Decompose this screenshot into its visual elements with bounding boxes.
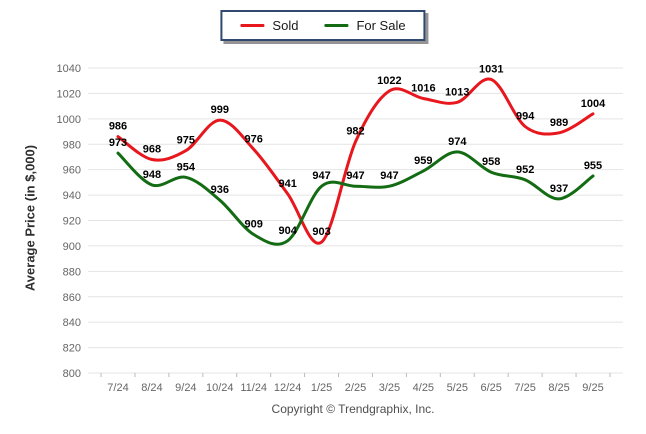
data-label: 958: [482, 156, 500, 168]
x-tick-label: 4/25: [413, 382, 434, 394]
x-tick-label: 8/25: [548, 382, 569, 394]
y-tick-label: 980: [63, 139, 81, 151]
x-tick-label: 9/24: [175, 382, 196, 394]
data-label: 974: [448, 136, 467, 148]
data-label: 982: [346, 126, 364, 138]
copyright-text: Copyright © Trendgraphix, Inc.: [271, 402, 435, 416]
y-axis-title: Average Price (in $,000): [22, 144, 38, 292]
data-label: 976: [245, 133, 263, 145]
x-tick-label: 10/24: [206, 382, 234, 394]
data-label: 947: [346, 170, 364, 182]
y-tick-label: 860: [63, 292, 81, 304]
x-tick-label: 9/25: [582, 382, 603, 394]
y-tick-label: 880: [63, 266, 81, 278]
legend-item-for-sale: For Sale: [324, 18, 406, 33]
data-label: 903: [312, 226, 330, 238]
data-label: 968: [143, 144, 161, 156]
sold-line-swatch-icon: [240, 24, 265, 27]
data-label: 947: [312, 170, 330, 182]
y-tick-label: 820: [63, 343, 81, 355]
y-tick-label: 920: [63, 216, 81, 228]
data-label: 954: [177, 161, 196, 173]
legend: Sold For Sale: [220, 10, 426, 41]
x-tick-label: 1/25: [311, 382, 332, 394]
legend-label-sold: Sold: [272, 18, 299, 33]
y-tick-label: 960: [63, 165, 81, 177]
data-label: 1004: [581, 98, 606, 110]
x-tick-label: 2/25: [345, 382, 366, 394]
x-tick-label: 3/25: [379, 382, 400, 394]
data-label: 937: [550, 183, 568, 195]
legend-label-for-sale: For Sale: [356, 18, 406, 33]
data-label: 1016: [411, 83, 435, 95]
x-tick-label: 8/24: [141, 382, 162, 394]
data-label: 973: [109, 137, 127, 149]
data-label: 947: [380, 170, 398, 182]
x-tick-label: 12/24: [274, 382, 302, 394]
y-tick-label: 900: [63, 241, 81, 253]
data-label: 999: [211, 104, 229, 116]
series-line-for-sale: [116, 150, 595, 246]
y-tick-label: 840: [63, 317, 81, 329]
data-label: 1013: [445, 86, 469, 98]
data-label: 941: [278, 178, 296, 190]
data-label: 1031: [479, 63, 503, 75]
data-label: 1022: [377, 75, 401, 87]
for-sale-line-swatch-icon: [324, 24, 349, 27]
data-label: 994: [516, 110, 535, 122]
x-tick-label: 5/25: [447, 382, 468, 394]
y-tick-label: 1020: [57, 88, 81, 100]
x-tick-label: 6/25: [481, 382, 502, 394]
y-tick-label: 1040: [57, 63, 81, 75]
data-label: 936: [211, 184, 229, 196]
data-label: 989: [550, 117, 568, 129]
data-label: 909: [245, 218, 263, 230]
series-line-sold: [116, 77, 595, 245]
x-tick-label: 7/24: [107, 382, 128, 394]
y-tick-label: 800: [63, 368, 81, 380]
data-label: 948: [143, 169, 161, 181]
data-label: 986: [109, 121, 127, 133]
legend-item-sold: Sold: [240, 18, 298, 33]
data-label: 975: [177, 135, 195, 147]
data-label: 904: [278, 225, 297, 237]
data-label: 955: [584, 160, 602, 172]
x-tick-label: 11/24: [240, 382, 267, 394]
y-tick-label: 940: [63, 190, 81, 202]
y-tick-label: 1000: [57, 114, 81, 126]
data-label: 952: [516, 164, 534, 176]
x-tick-label: 7/25: [514, 382, 535, 394]
data-label: 959: [414, 155, 432, 167]
